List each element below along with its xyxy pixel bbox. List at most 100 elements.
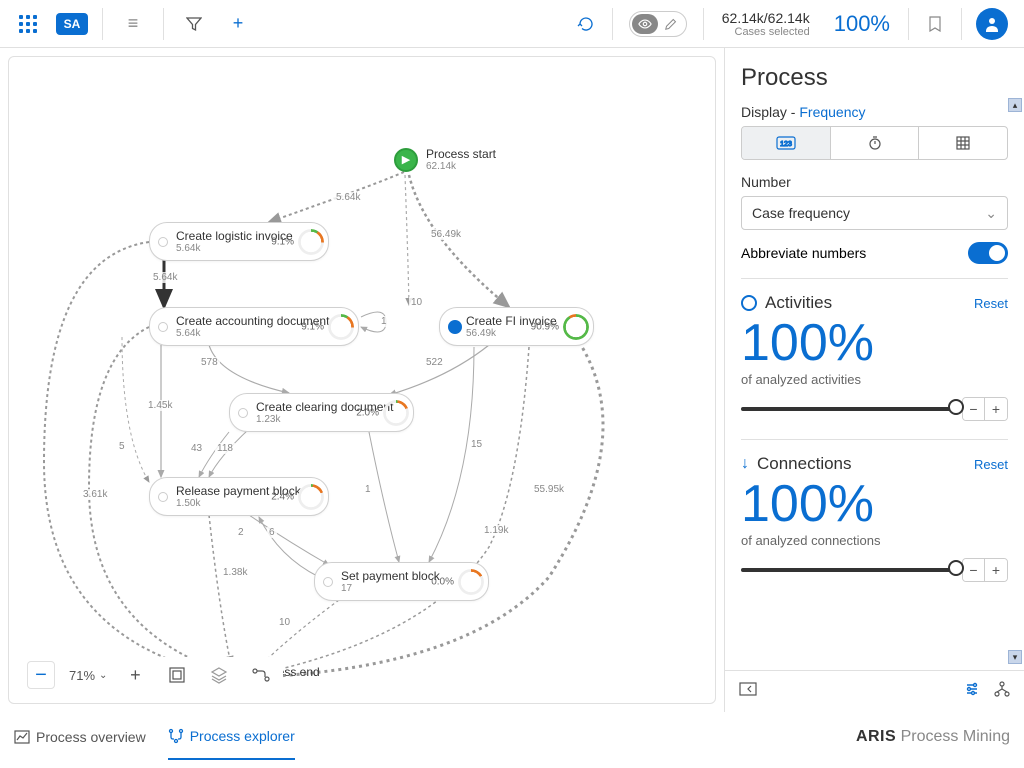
edge-label: 118 xyxy=(215,443,235,454)
edge-label: 1.19k xyxy=(482,525,510,536)
activity-node[interactable]: Create FI invoice56.49k90.9% xyxy=(439,307,594,346)
node-pct: 2.4% xyxy=(271,491,294,502)
canvas-toolbar: − 71% ⌄ + xyxy=(19,657,283,693)
node-pct: 9.1% xyxy=(271,236,294,247)
edge-label: 55.95k xyxy=(532,484,566,495)
structure-button[interactable] xyxy=(994,681,1010,702)
activities-title: Activities xyxy=(765,293,832,313)
connections-slider-row: −+ xyxy=(741,558,1008,582)
node-dot-icon xyxy=(448,320,462,334)
edge-label: 10 xyxy=(277,617,292,628)
settings-button[interactable] xyxy=(964,681,980,702)
filter-button[interactable] xyxy=(174,4,214,44)
divider xyxy=(908,8,909,40)
abbreviate-row: Abbreviate numbers xyxy=(741,242,1008,264)
activities-slider-row: −+ xyxy=(741,397,1008,421)
display-seg-number[interactable]: 123 xyxy=(742,127,831,159)
edge-label: 5 xyxy=(117,441,127,452)
process-canvas-container: ▶ Process start62.14k Process end62.14k … xyxy=(8,56,716,704)
node-pct: 9.1% xyxy=(301,321,324,332)
process-canvas[interactable]: ▶ Process start62.14k Process end62.14k … xyxy=(9,57,715,703)
flow-button[interactable] xyxy=(247,661,275,689)
divider xyxy=(703,8,704,40)
zoom-level[interactable]: 71% ⌄ xyxy=(69,668,107,683)
side-panel: ▴ ▾ Process Display - Frequency 123 Numb… xyxy=(724,48,1024,712)
number-select[interactable]: Case frequency ⌄ xyxy=(741,196,1008,230)
connections-reset[interactable]: Reset xyxy=(974,457,1008,472)
zoom-value: 71% xyxy=(69,668,95,683)
activities-stepper: −+ xyxy=(962,397,1008,421)
scroll-up-button[interactable]: ▴ xyxy=(1008,98,1022,112)
plus-icon: + xyxy=(233,13,244,34)
display-seg-time[interactable] xyxy=(831,127,920,159)
view-mode-icon xyxy=(632,14,658,34)
tab-process-overview[interactable]: Process overview xyxy=(14,713,146,760)
number-select-value: Case frequency xyxy=(752,205,850,221)
display-mode-link[interactable]: Frequency xyxy=(799,104,865,120)
abbreviate-toggle[interactable] xyxy=(968,242,1008,264)
fit-screen-button[interactable] xyxy=(163,661,191,689)
node-pct: 90.9% xyxy=(531,321,559,332)
number-icon: 123 xyxy=(776,136,796,150)
fit-icon xyxy=(168,666,186,684)
node-dot-icon xyxy=(323,577,333,587)
tree-icon xyxy=(994,681,1010,697)
view-edit-toggle[interactable] xyxy=(629,11,687,37)
layers-button[interactable] xyxy=(205,661,233,689)
activities-reset[interactable]: Reset xyxy=(974,296,1008,311)
node-ring-icon xyxy=(298,484,324,510)
zoom-out-button[interactable]: − xyxy=(27,661,55,689)
user-avatar[interactable] xyxy=(976,8,1008,40)
refresh-icon xyxy=(577,15,595,33)
cases-count: 62.14k/62.14k xyxy=(722,10,810,26)
expand-panel-button[interactable] xyxy=(739,682,757,701)
edge-label: 1 xyxy=(379,316,389,327)
activity-node[interactable]: Create clearing document1.23k2.0% xyxy=(229,393,414,432)
add-button[interactable]: + xyxy=(218,4,258,44)
node-dot-icon xyxy=(158,237,168,247)
apps-menu-button[interactable] xyxy=(8,4,48,44)
zoom-in-button[interactable]: + xyxy=(121,661,149,689)
tab-process-explorer[interactable]: Process explorer xyxy=(168,713,295,760)
menu-button[interactable]: ≡ xyxy=(113,4,153,44)
activity-node[interactable]: Set payment block170.0% xyxy=(314,562,489,601)
activities-sub: of analyzed activities xyxy=(741,372,1008,387)
connections-minus[interactable]: − xyxy=(963,559,985,581)
connections-slider[interactable] xyxy=(741,568,956,572)
brand: ARIS Process Mining xyxy=(856,728,1010,746)
layers-icon xyxy=(210,666,228,684)
node-sub: 5.64k xyxy=(176,328,322,339)
activities-plus[interactable]: + xyxy=(985,398,1007,420)
circle-icon xyxy=(741,295,757,311)
node-pct: 0.0% xyxy=(431,576,454,587)
node-ring-icon xyxy=(328,314,354,340)
play-icon: ▶ xyxy=(394,148,418,172)
process-start-node[interactable]: ▶ Process start62.14k xyxy=(394,147,496,172)
flow-icon xyxy=(251,667,271,683)
overview-icon xyxy=(14,730,30,744)
connections-value: 100% xyxy=(741,476,1008,533)
cases-label: Cases selected xyxy=(735,26,810,38)
node-dot-icon xyxy=(158,322,168,332)
scroll-down-button[interactable]: ▾ xyxy=(1008,650,1022,664)
connections-plus[interactable]: + xyxy=(985,559,1007,581)
activities-slider[interactable] xyxy=(741,407,956,411)
display-seg-grid[interactable] xyxy=(919,127,1007,159)
edge-label: 6 xyxy=(267,527,277,538)
chevron-down-icon: ⌄ xyxy=(99,670,107,681)
activities-minus[interactable]: − xyxy=(963,398,985,420)
sa-badge-button[interactable]: SA xyxy=(52,4,92,44)
stopwatch-icon xyxy=(868,136,882,150)
display-segment-control: 123 xyxy=(741,126,1008,160)
bookmark-button[interactable] xyxy=(915,4,955,44)
edge-label: 3.61k xyxy=(81,489,109,500)
connections-title: Connections xyxy=(757,454,852,474)
explorer-icon xyxy=(168,728,184,744)
activity-node[interactable]: Create accounting document5.64k9.1% xyxy=(149,307,359,346)
edge-label: 56.49k xyxy=(429,229,463,240)
activity-node[interactable]: Release payment block1.50k2.4% xyxy=(149,477,329,516)
grid-icon xyxy=(956,136,970,150)
refresh-button[interactable] xyxy=(566,4,606,44)
activity-node[interactable]: Create logistic invoice5.64k9.1% xyxy=(149,222,329,261)
edit-mode-icon xyxy=(658,14,684,34)
